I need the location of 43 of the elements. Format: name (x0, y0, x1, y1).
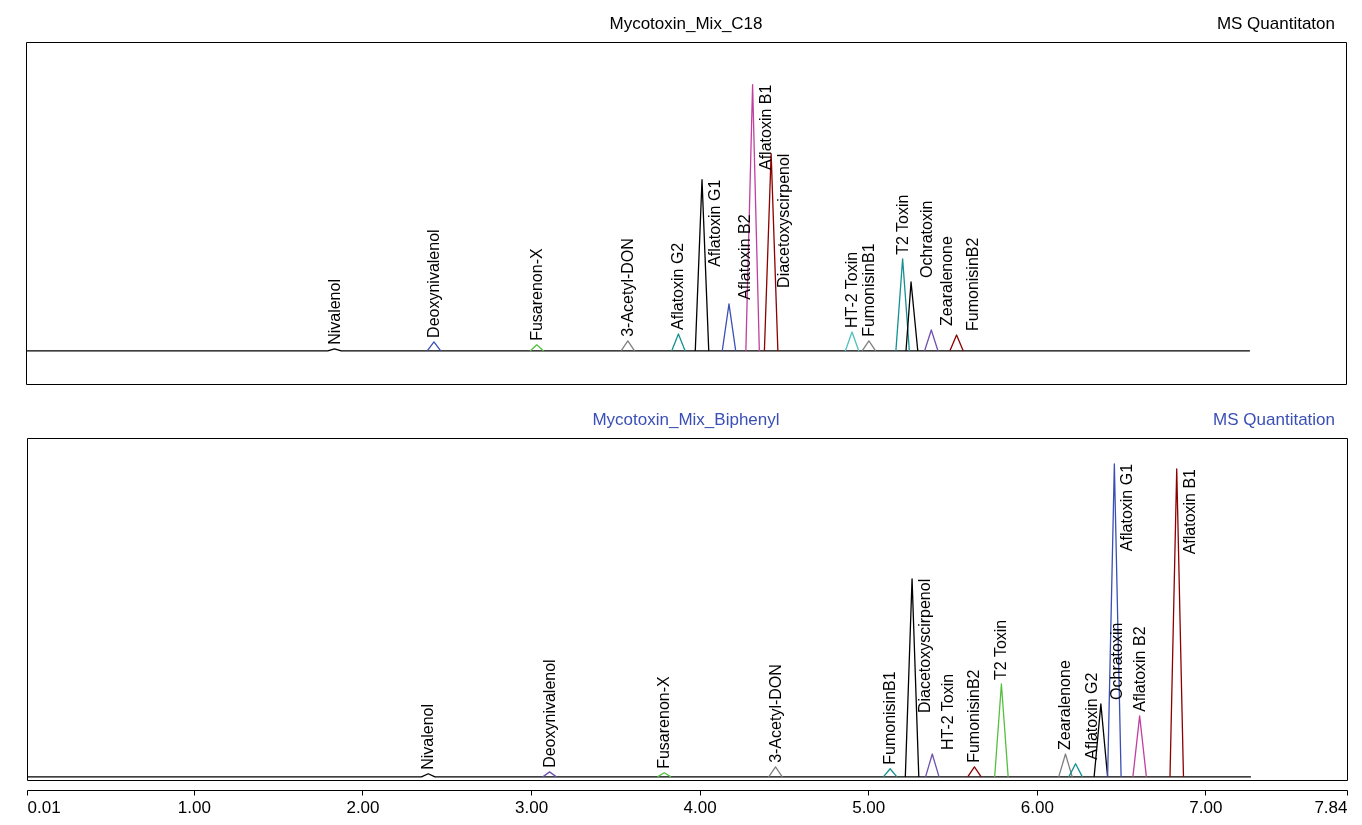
annotation: Aflatoxin G1 (1118, 463, 1136, 552)
annotation: HT-2 Toxin (843, 251, 861, 329)
annotation: Aflatoxin B2 (1130, 626, 1148, 712)
x-tick-label: 4.00 (683, 797, 717, 817)
annotation: Aflatoxin B2 (735, 214, 753, 300)
annotation: Zearalenone (1056, 660, 1074, 751)
annotation: Fusarenon-X (527, 248, 545, 341)
annotation: Nivalenol (325, 279, 343, 345)
x-tick-label: 1.00 (177, 797, 211, 817)
x-tick-label: 2.00 (346, 797, 380, 817)
x-tick-label: 6.00 (1020, 797, 1054, 817)
annotation: FumonisinB1 (881, 671, 899, 765)
annotation: HT-2 Toxin (939, 673, 957, 751)
x-tick-label: 0.01 (27, 797, 61, 817)
annotation: Aflatoxin B1 (1180, 468, 1198, 555)
annotation: Diacetoxyscirpenol (775, 153, 793, 288)
chart-subtitle: MS Quantitation (1213, 410, 1335, 430)
annotation: T2 Toxin (893, 194, 911, 255)
annotation: Aflatoxin G1 (706, 179, 724, 267)
annotation: Nivalenol (419, 703, 437, 770)
chart-title: Mycotoxin_Mix_Biphenyl (592, 410, 780, 429)
annotation: Aflatoxin G2 (1082, 672, 1100, 760)
annotation: Zearalenone (938, 235, 956, 326)
chart-subtitle: MS Quantitaton (1216, 14, 1335, 34)
annotation: T2 Toxin (992, 619, 1010, 680)
annotation: Ochratoxin (918, 200, 936, 278)
annotation: Fusarenon-X (655, 675, 673, 769)
annotation: Aflatoxin G2 (669, 242, 687, 330)
x-tick-label: 5.00 (852, 797, 886, 817)
x-tick-label: 7.00 (1189, 797, 1223, 817)
annotation: FumonisinB2 (965, 669, 983, 763)
annotation: Deoxynivalenol (540, 659, 558, 768)
annotation: Diacetoxyscirpenol (916, 578, 934, 714)
annotation: FumonisinB2 (963, 237, 981, 331)
annotation: FumonisinB1 (859, 243, 877, 337)
annotation: Aflatoxin B1 (756, 84, 774, 171)
annotation: Ochratoxin (1107, 622, 1125, 700)
annotation: 3-Acetyl-DON (766, 664, 784, 763)
x-tick-label: 3.00 (515, 797, 549, 817)
chart-title: Mycotoxin_Mix_C18 (609, 14, 763, 33)
annotation: 3-Acetyl-DON (618, 238, 636, 337)
x-tick-label: 7.84 (1314, 797, 1348, 817)
annotation: Deoxynivalenol (424, 229, 442, 338)
